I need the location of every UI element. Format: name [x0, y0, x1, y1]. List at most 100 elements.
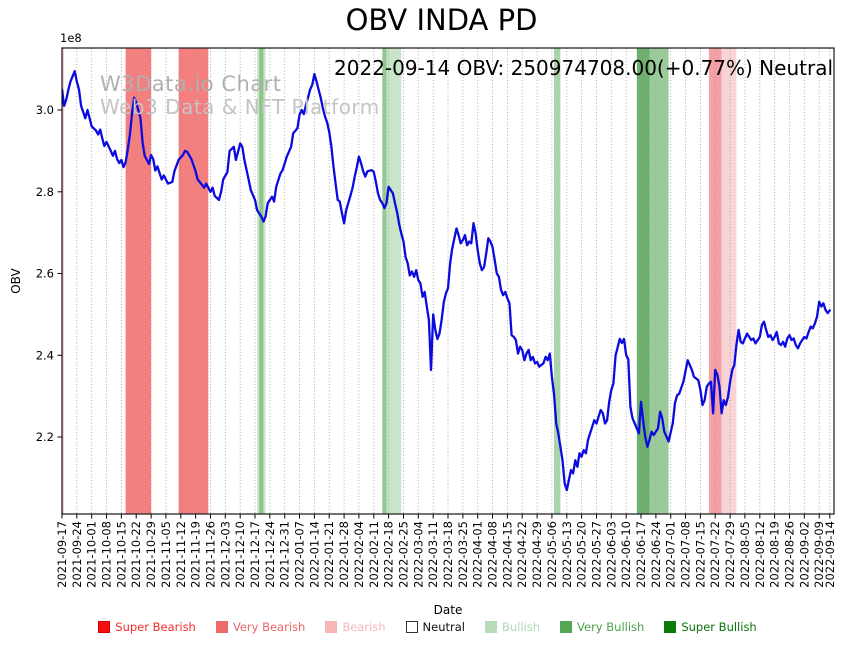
y-tick-label: 2.8 — [36, 185, 54, 199]
legend-label: Very Bullish — [577, 620, 645, 634]
legend-swatch — [664, 621, 677, 633]
x-tick-label: 2022-02-18 — [382, 521, 396, 588]
x-tick-label: 2022-05-06 — [545, 521, 559, 588]
x-tick-label: 2022-04-08 — [486, 521, 500, 588]
x-tick-label: 2021-12-10 — [233, 521, 247, 588]
x-tick-label: 2022-04-22 — [515, 521, 529, 588]
x-tick-label: 2021-10-15 — [114, 521, 128, 588]
signal-band — [386, 48, 402, 514]
x-tick-label: 2022-06-10 — [619, 521, 633, 588]
x-tick-label: 2022-03-04 — [411, 521, 425, 588]
legend-item-neutral: Neutral — [405, 620, 465, 634]
x-tick-label: 2022-08-26 — [783, 521, 797, 588]
legend: Super Bearish Very Bearish Bearish Neutral B… — [0, 620, 855, 634]
signal-band — [708, 48, 722, 514]
legend-swatch — [325, 621, 338, 633]
page-title: OBV INDA PD — [345, 3, 538, 37]
x-tick-label: 2022-07-22 — [708, 521, 722, 588]
x-tick-label: 2022-02-25 — [397, 521, 411, 588]
x-tick-label: 2022-08-19 — [768, 521, 782, 588]
x-tick-label: 2021-12-17 — [248, 521, 262, 588]
x-tick-label: 2022-05-13 — [560, 521, 574, 588]
x-tick-label: 2022-05-20 — [575, 521, 589, 588]
legend-label: Bearish — [342, 620, 386, 634]
signal-band — [554, 48, 561, 514]
x-tick-label: 2022-05-27 — [590, 521, 604, 588]
x-tick-label: 2022-04-15 — [500, 521, 514, 588]
y-axis-label: OBV — [9, 268, 23, 294]
x-tick-label: 2022-08-12 — [753, 521, 767, 588]
watermark-line1: W3Data.io Chart — [100, 72, 282, 96]
watermark-line2: Web3 Data & NFT Platform — [100, 95, 380, 119]
x-tick-label: 2021-11-05 — [159, 521, 173, 588]
x-tick-label: 2022-03-25 — [456, 521, 470, 588]
x-tick-label: 2022-01-14 — [307, 521, 321, 588]
x-tick-label: 2022-06-24 — [649, 521, 663, 588]
x-tick-label: 2022-02-04 — [352, 521, 366, 588]
x-tick-label: 2022-04-01 — [471, 521, 485, 588]
x-tick-label: 2021-09-17 — [55, 521, 69, 588]
x-tick-label: 2021-11-19 — [189, 521, 203, 588]
x-tick-label: 2021-12-31 — [278, 521, 292, 588]
legend-swatch — [484, 621, 497, 633]
x-tick-label: 2021-10-01 — [85, 521, 99, 588]
x-tick-label: 2022-03-11 — [426, 521, 440, 588]
legend-label: Neutral — [422, 620, 465, 634]
plot-border — [61, 47, 835, 515]
signal-band — [721, 48, 737, 514]
legend-item-super-bearish: Super Bearish — [98, 620, 196, 634]
x-tick-label: 2022-09-02 — [797, 521, 811, 588]
x-tick-label: 2022-08-05 — [738, 521, 752, 588]
x-tick-label: 2022-06-03 — [604, 521, 618, 588]
x-tick-label: 2021-11-26 — [204, 521, 218, 588]
signal-band — [259, 48, 264, 514]
x-tick-label: 2021-09-24 — [70, 521, 84, 588]
legend-label: Very Bearish — [232, 620, 306, 634]
x-tick-label: 2022-07-29 — [723, 521, 737, 588]
signal-band — [382, 48, 387, 514]
legend-item-bearish: Bearish — [325, 620, 386, 634]
legend-item-super-bullish: Super Bullish — [664, 620, 757, 634]
x-tick-label: 2022-03-18 — [441, 521, 455, 588]
y-offset-label: 1e8 — [60, 31, 82, 45]
y-tick-label: 2.6 — [36, 267, 54, 281]
legend-label: Super Bullish — [681, 620, 757, 634]
legend-swatch — [405, 621, 418, 633]
x-tick-label: 2022-06-17 — [634, 521, 648, 588]
x-tick-label: 2022-07-01 — [664, 521, 678, 588]
x-tick-label: 2021-11-12 — [174, 521, 188, 588]
x-tick-label: 2022-01-28 — [337, 521, 351, 588]
x-tick-label: 2022-09-14 — [823, 521, 837, 588]
legend-item-very-bullish: Very Bullish — [560, 620, 644, 634]
x-tick-label: 2022-01-21 — [322, 521, 336, 588]
x-tick-label: 2021-12-24 — [263, 521, 277, 588]
obv-line — [62, 70, 831, 492]
legend-label: Super Bearish — [115, 620, 196, 634]
legend-swatch — [560, 621, 573, 633]
signal-band — [178, 48, 209, 514]
legend-swatch — [215, 621, 228, 633]
legend-swatch — [98, 621, 111, 633]
latest-value-annotation: 2022-09-14 OBV: 250974708.00(+0.77%) Neu… — [334, 56, 833, 80]
legend-item-bullish: Bullish — [484, 620, 540, 634]
y-tick-label: 3.0 — [36, 103, 54, 117]
x-axis-label: Date — [433, 603, 463, 617]
x-tick-label: 2021-12-03 — [218, 521, 232, 588]
x-tick-label: 2022-07-08 — [679, 521, 693, 588]
x-tick-label: 2022-09-09 — [812, 521, 826, 588]
x-tick-label: 2021-10-22 — [129, 521, 143, 588]
x-tick-label: 2021-10-29 — [144, 521, 158, 588]
x-tick-label: 2022-07-15 — [693, 521, 707, 588]
signal-band — [649, 48, 669, 514]
legend-item-very-bearish: Very Bearish — [215, 620, 306, 634]
x-tick-label: 2022-04-29 — [530, 521, 544, 588]
x-tick-label: 2022-01-07 — [293, 521, 307, 588]
x-tick-label: 2021-10-08 — [100, 521, 114, 588]
signal-band — [62, 48, 65, 514]
y-tick-label: 2.2 — [36, 430, 54, 444]
y-tick-label: 2.4 — [36, 348, 54, 362]
x-tick-label: 2022-02-11 — [367, 521, 381, 588]
signal-band — [636, 48, 650, 514]
